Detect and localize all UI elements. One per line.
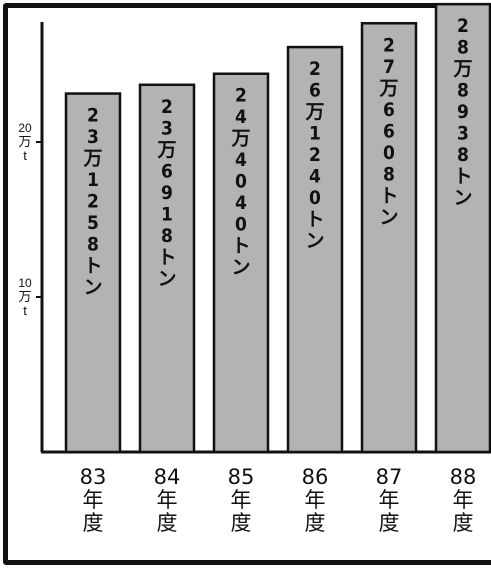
y-tick-label: t [23, 148, 27, 163]
data-label-char: 万 [156, 139, 176, 161]
x-tick-label-line: 年 [83, 488, 104, 512]
data-label-char: 8 [457, 37, 469, 59]
data-label-char: 6 [383, 99, 395, 121]
data-label-char: ン [157, 268, 176, 290]
data-label-char: 0 [309, 187, 321, 209]
x-tick-label-line: 88 [450, 465, 477, 489]
data-label-char: 1 [87, 169, 99, 191]
bar [64, 92, 122, 454]
data-label-char: 2 [87, 191, 99, 213]
x-tick-label-line: 年 [453, 488, 474, 512]
x-tick-label-line: 85 [228, 465, 255, 489]
y-tick-label: t [23, 303, 27, 318]
x-tick-label-line: 度 [453, 511, 474, 535]
data-label-char: 8 [161, 225, 173, 247]
data-label-char: ン [379, 206, 398, 228]
x-tick-label-line: 度 [379, 511, 400, 535]
data-label-char: 4 [309, 166, 321, 188]
x-tick-label-line: 度 [305, 511, 326, 535]
x-tick-label-line: 87 [376, 465, 403, 489]
data-label-char: 万 [82, 148, 102, 170]
x-tick-label-line: 度 [157, 511, 178, 535]
x-tick-label-line: 度 [83, 511, 104, 535]
data-label-char: 9 [161, 182, 173, 204]
y-tick-label: 20 [18, 121, 32, 135]
data-label-char: 4 [235, 106, 247, 128]
data-label-char: ト [379, 185, 398, 207]
data-label-char: 8 [383, 163, 395, 185]
data-label-char: ト [83, 255, 102, 277]
x-tick-label-line: 86 [302, 465, 329, 489]
data-label-char: 1 [161, 203, 173, 225]
data-label-char: 3 [457, 123, 469, 145]
data-label-char: ン [305, 230, 324, 252]
y-tick-label: 万 [18, 134, 31, 149]
data-label-char: 0 [383, 142, 395, 164]
data-label-char: 0 [235, 171, 247, 193]
data-label-char: 万 [452, 58, 472, 80]
data-label-char: 2 [457, 15, 469, 37]
data-label-char: 8 [457, 144, 469, 166]
data-label-char: ト [157, 246, 176, 268]
y-tick-label: 10 [18, 276, 32, 290]
x-tick-label-line: 年 [305, 488, 326, 512]
chart-frame [3, 3, 491, 565]
bar [434, 2, 491, 454]
data-label-char: 万 [304, 101, 324, 123]
data-label-char: 万 [230, 128, 250, 150]
data-label-char: 3 [161, 117, 173, 139]
data-label-char: ン [231, 257, 250, 279]
bar [360, 22, 418, 454]
data-label-char: ト [305, 209, 324, 231]
data-label-char: 2 [383, 34, 395, 56]
data-label-char: 2 [309, 144, 321, 166]
data-label-char: 8 [457, 80, 469, 102]
y-tick-label: 万 [18, 289, 31, 304]
data-label-char: 6 [161, 160, 173, 182]
data-label-char: 2 [161, 96, 173, 118]
data-label-char: 5 [87, 212, 99, 234]
data-label-char: 8 [87, 234, 99, 256]
data-label-char: ン [453, 187, 472, 209]
x-tick-label-line: 年 [157, 488, 178, 512]
data-label-char: 0 [235, 214, 247, 236]
data-label-char: 6 [383, 120, 395, 142]
data-label-char: 2 [309, 58, 321, 80]
data-label-char: ン [83, 277, 102, 299]
x-tick-label-line: 83 [80, 465, 107, 489]
data-label-char: 9 [457, 101, 469, 123]
data-label-char: 2 [87, 105, 99, 127]
data-label-char: 4 [235, 149, 247, 171]
bar [138, 83, 196, 454]
data-label-char: ト [231, 235, 250, 257]
x-tick-label-line: 年 [231, 488, 252, 512]
bar [212, 72, 270, 454]
data-label-char: 2 [235, 85, 247, 107]
data-label-char: ト [453, 166, 472, 188]
data-label-char: 4 [235, 192, 247, 214]
x-tick-label-line: 84 [154, 465, 181, 489]
data-label-char: 3 [87, 126, 99, 148]
x-tick-label-line: 年 [379, 488, 400, 512]
data-label-char: 7 [383, 56, 395, 78]
x-tick-label-line: 度 [231, 511, 252, 535]
data-label-char: 万 [378, 77, 398, 99]
data-label-char: 6 [309, 80, 321, 102]
data-label-char: 1 [309, 123, 321, 145]
bar [286, 45, 344, 454]
